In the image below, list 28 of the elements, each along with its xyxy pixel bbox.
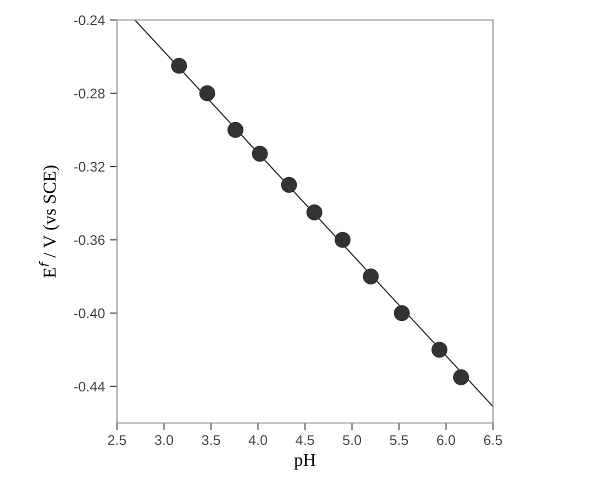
point [252,146,268,162]
x-tick-label: 2.5 [108,435,126,446]
point [453,369,470,386]
x-tick-label: 6.0 [437,435,456,446]
y-tick-label: -0.32 [74,162,104,172]
point [431,342,448,358]
x-tick-label: 6.5 [484,435,502,446]
y-tick-label: -0.24 [74,15,105,26]
point [362,268,379,284]
point [227,122,244,138]
x-tick-label: 4.0 [248,435,268,446]
y-tick-label: -0.44 [74,382,105,392]
x-tick-label: 3.0 [154,435,174,446]
x-axis-title: pH [294,454,316,470]
point [281,176,297,193]
x-tick-label: 5.0 [342,435,362,446]
x-tick-label: 5.5 [390,435,408,446]
point [306,204,322,220]
point [334,232,351,248]
y-tick-label: -0.36 [74,235,105,245]
x-tick-label: 3.5 [202,435,220,446]
point [199,85,216,102]
y-tick-label: -0.40 [74,308,105,318]
y-axis-title: E$^{f}$ / V (vs SCE) [39,166,60,278]
y-tick-label: -0.28 [74,88,105,98]
point [171,58,188,74]
x-tick-label: 4.5 [296,435,314,446]
point [394,305,410,322]
